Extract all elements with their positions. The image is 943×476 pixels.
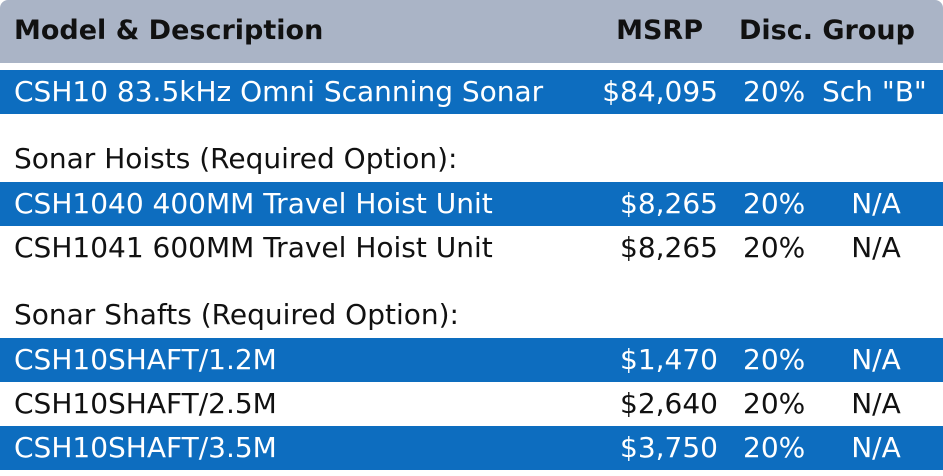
row-group: Sch "B" bbox=[822, 75, 927, 108]
header-disc-group: Disc. Group bbox=[739, 15, 915, 46]
row-group: N/A bbox=[851, 231, 901, 264]
table-row: CSH10SHAFT/2.5M $2,640 20% N/A bbox=[0, 382, 943, 426]
table-row: CSH10SHAFT/1.2M $1,470 20% N/A bbox=[0, 338, 943, 382]
row-msrp: $8,265 bbox=[620, 231, 718, 264]
row-description: CSH1041 600MM Travel Hoist Unit bbox=[14, 231, 493, 264]
row-group: N/A bbox=[851, 431, 901, 464]
section-label-hoists: Sonar Hoists (Required Option): bbox=[14, 142, 458, 175]
row-discount: 20% bbox=[743, 187, 806, 220]
section-label-shafts: Sonar Shafts (Required Option): bbox=[14, 298, 459, 331]
row-discount: 20% bbox=[743, 231, 806, 264]
row-description: CSH10 83.5kHz Omni Scanning Sonar bbox=[14, 75, 544, 108]
table-row-main-sonar: CSH10 83.5kHz Omni Scanning Sonar $84,09… bbox=[0, 70, 943, 114]
table-row: CSH1040 400MM Travel Hoist Unit $8,265 2… bbox=[0, 182, 943, 226]
table-row: CSH10SHAFT/3.5M $3,750 20% N/A bbox=[0, 426, 943, 470]
row-msrp: $84,095 bbox=[602, 75, 718, 108]
row-msrp: $8,265 bbox=[620, 187, 718, 220]
table-header: Model & Description MSRP Disc. Group bbox=[0, 0, 943, 63]
row-group: N/A bbox=[851, 387, 901, 420]
row-msrp: $1,470 bbox=[620, 343, 718, 376]
table-row: CSH1041 600MM Travel Hoist Unit $8,265 2… bbox=[0, 226, 943, 270]
row-description: CSH10SHAFT/3.5M bbox=[14, 431, 277, 464]
row-description: CSH10SHAFT/1.2M bbox=[14, 343, 277, 376]
row-group: N/A bbox=[851, 343, 901, 376]
row-discount: 20% bbox=[743, 431, 806, 464]
row-discount: 20% bbox=[743, 387, 806, 420]
row-discount: 20% bbox=[743, 75, 806, 108]
row-msrp: $2,640 bbox=[620, 387, 718, 420]
row-description: CSH10SHAFT/2.5M bbox=[14, 387, 277, 420]
header-msrp: MSRP bbox=[616, 15, 703, 46]
row-group: N/A bbox=[851, 187, 901, 220]
header-model-description: Model & Description bbox=[14, 15, 324, 46]
row-description: CSH1040 400MM Travel Hoist Unit bbox=[14, 187, 493, 220]
row-msrp: $3,750 bbox=[620, 431, 718, 464]
row-discount: 20% bbox=[743, 343, 806, 376]
